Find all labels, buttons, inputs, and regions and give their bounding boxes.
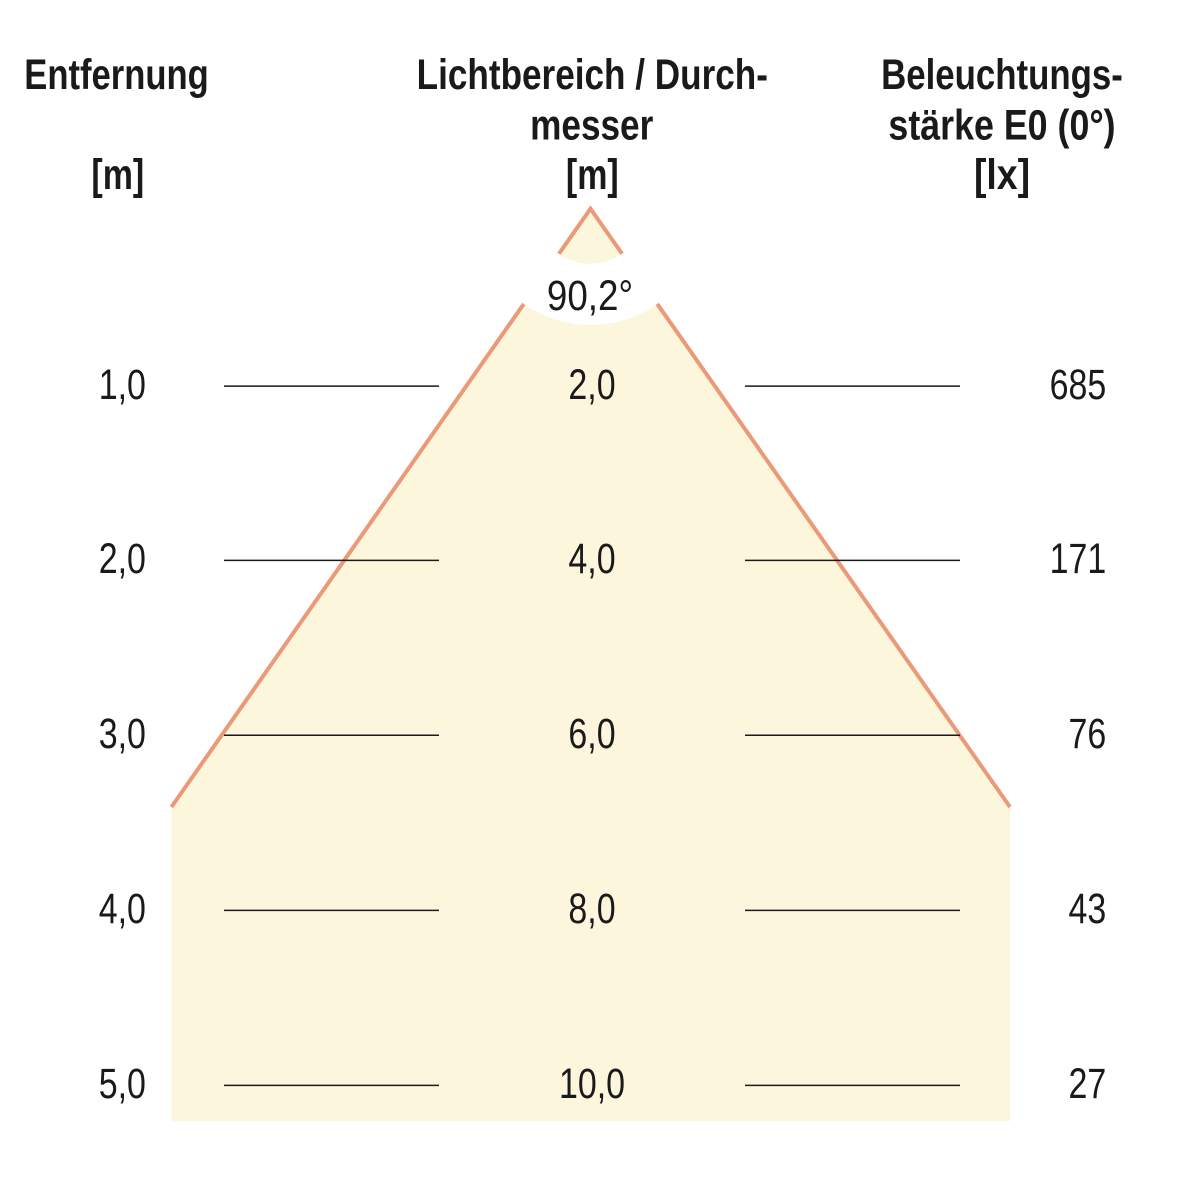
svg-text:10,0: 10,0 <box>559 1060 625 1108</box>
svg-text:171: 171 <box>1050 535 1107 583</box>
svg-text:4,0: 4,0 <box>99 885 146 933</box>
svg-text:[lx]: [lx] <box>974 151 1030 199</box>
svg-text:685: 685 <box>1050 361 1107 409</box>
svg-text:[m]: [m] <box>566 151 619 199</box>
svg-text:90,2°: 90,2° <box>547 272 633 319</box>
svg-text:3,0: 3,0 <box>99 710 146 758</box>
svg-text:43: 43 <box>1069 885 1107 933</box>
svg-text:stärke E0 (0°): stärke E0 (0°) <box>888 101 1115 149</box>
svg-text:2,0: 2,0 <box>568 361 615 409</box>
svg-text:Entfernung: Entfernung <box>24 52 209 99</box>
svg-text:6,0: 6,0 <box>568 710 615 758</box>
svg-text:1,0: 1,0 <box>99 361 146 409</box>
svg-text:Beleuchtungs-: Beleuchtungs- <box>881 52 1123 99</box>
svg-text:76: 76 <box>1069 710 1107 758</box>
svg-text:4,0: 4,0 <box>568 535 615 583</box>
svg-text:8,0: 8,0 <box>568 885 615 933</box>
svg-text:Lichtbereich / Durch-: Lichtbereich / Durch- <box>417 51 768 99</box>
svg-text:2,0: 2,0 <box>99 535 146 583</box>
svg-text:messer: messer <box>530 101 653 149</box>
svg-text:27: 27 <box>1069 1060 1107 1108</box>
svg-text:5,0: 5,0 <box>99 1060 146 1108</box>
svg-text:[m]: [m] <box>91 151 144 199</box>
